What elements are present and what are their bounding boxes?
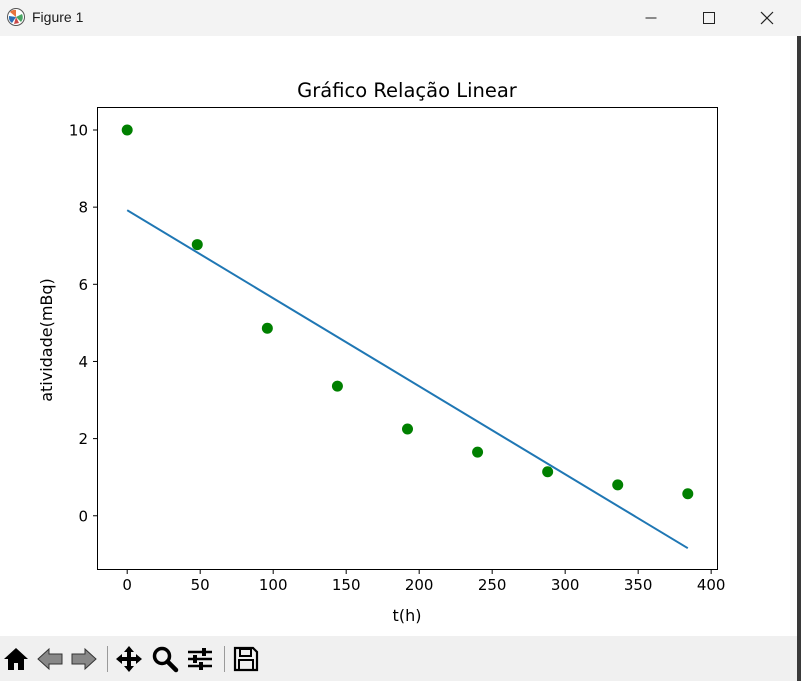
x-tick-label: 0: [122, 576, 132, 594]
window-titlebar: Figure 1: [0, 0, 801, 36]
x-axis-label: t(h): [393, 606, 422, 625]
maximize-button[interactable]: [680, 0, 738, 36]
magnifier-icon: [152, 646, 179, 673]
x-tick-label: 150: [332, 576, 361, 594]
x-tick-label: 400: [697, 576, 726, 594]
y-tick-label: 4: [78, 353, 88, 371]
data-point: [542, 466, 554, 478]
chart-title: Gráfico Relação Linear: [297, 79, 518, 102]
x-tick-label: 350: [624, 576, 653, 594]
data-point: [402, 423, 413, 435]
data-point: [682, 488, 694, 500]
axis-ticks: 0 50 100 150 200 250 300 350 400 0 2 4 6 8 10: [69, 121, 726, 594]
home-icon: [4, 648, 28, 670]
minimize-icon: [645, 17, 657, 19]
zoom-button[interactable]: [149, 643, 181, 675]
back-arrow-icon: [37, 647, 63, 671]
sliders-icon: [188, 648, 212, 670]
pan-button[interactable]: [113, 643, 145, 675]
minimize-button[interactable]: [622, 0, 680, 36]
figure-canvas: Gráfico Relação Linear t(h) atividade(mB…: [0, 36, 797, 636]
move-icon: [116, 646, 142, 672]
x-tick-label: 250: [478, 576, 507, 594]
home-button[interactable]: [0, 643, 32, 675]
data-point: [472, 446, 484, 458]
axes-frame: [97, 107, 718, 570]
y-tick-label: 6: [78, 276, 88, 294]
chart: Gráfico Relação Linear t(h) atividade(mB…: [37, 79, 726, 625]
maximize-icon: [703, 12, 715, 24]
x-tick-label: 200: [405, 576, 434, 594]
x-tick-label: 300: [551, 576, 580, 594]
close-icon: [760, 11, 774, 25]
y-tick-label: 2: [78, 430, 88, 448]
data-point: [331, 380, 343, 392]
data-point: [121, 124, 133, 136]
matplotlib-logo-icon: [7, 8, 25, 26]
x-tick-label: 100: [259, 576, 288, 594]
data-point: [191, 239, 203, 251]
toolbar-separator: [107, 646, 108, 672]
forward-arrow-icon: [71, 647, 97, 671]
back-button[interactable]: [34, 643, 66, 675]
data-point: [261, 322, 273, 334]
window-title: Figure 1: [32, 9, 84, 25]
floppy-disk-icon: [233, 646, 259, 672]
window-edge: [797, 36, 801, 681]
configure-subplots-button[interactable]: [184, 643, 216, 675]
y-tick-label: 8: [78, 199, 88, 217]
y-tick-label: 10: [69, 121, 88, 139]
data-point: [612, 479, 624, 491]
close-button[interactable]: [738, 0, 796, 36]
toolbar-separator: [224, 646, 225, 672]
save-button[interactable]: [230, 643, 262, 675]
y-axis-label: atividade(mBq): [37, 278, 56, 402]
y-tick-label: 0: [78, 507, 88, 525]
fit-line: [126, 209, 689, 550]
plot-area: [121, 124, 694, 550]
navigation-toolbar: [0, 636, 797, 681]
x-tick-label: 50: [191, 576, 210, 594]
forward-button[interactable]: [68, 643, 100, 675]
